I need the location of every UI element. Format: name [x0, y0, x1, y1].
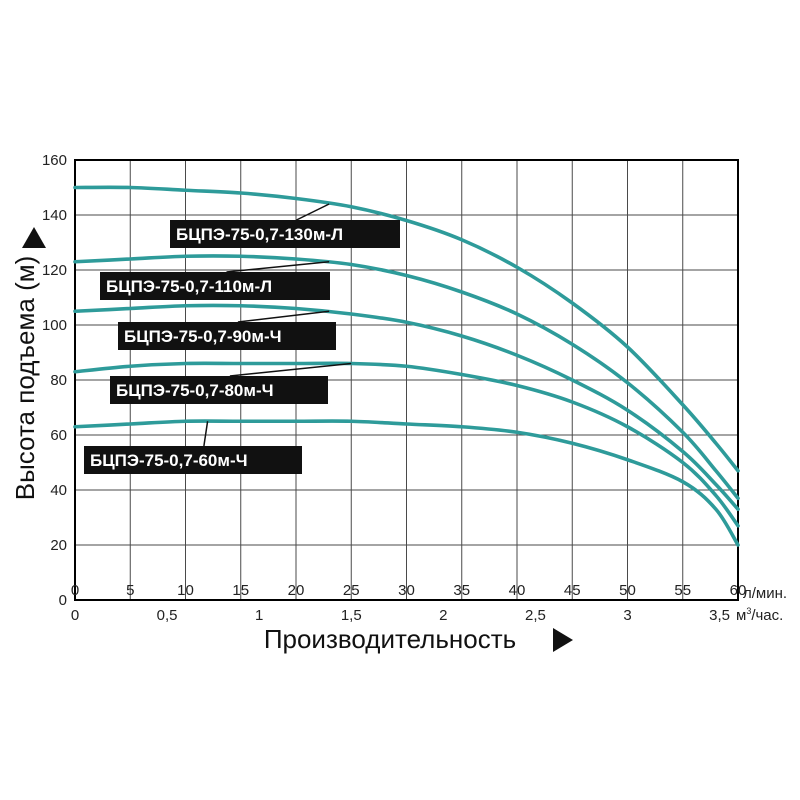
series-curve-1 [73, 185, 740, 473]
x-tick-label-lmin: 25 [343, 582, 360, 599]
y-tick-label: 0 [59, 592, 67, 609]
y-axis-title: Высота подъема (м) [10, 256, 40, 501]
plot-frame [74, 159, 739, 601]
series-label-text: БЦПЭ-75-0,7-110м-Л [106, 277, 272, 296]
x-tick-label-m3h: 1 [255, 607, 263, 624]
x-tick-label-lmin: 0 [71, 582, 79, 599]
x-tick-label-m3h: 0,5 [157, 607, 178, 624]
y-tick-label: 100 [42, 317, 67, 334]
series-label-box [118, 322, 336, 350]
x-tick-label-lmin: 5 [126, 582, 134, 599]
y-tick-label: 40 [50, 482, 67, 499]
curves [73, 185, 740, 547]
series-label-text: БЦПЭ-75-0,7-60м-Ч [90, 451, 248, 470]
x-tick-label-lmin: 35 [453, 582, 470, 599]
x-tick-label-m3h: 3 [623, 607, 631, 624]
x-tick-label-m3h: 1,5 [341, 607, 362, 624]
x-axis-arrow-icon [553, 628, 573, 652]
x-tick-label-m3h: 3,5 [709, 607, 730, 624]
x-tick-label-lmin: 10 [177, 582, 194, 599]
x-tick-label-m3h: 2,5 [525, 607, 546, 624]
x-tick-label-lmin: 45 [564, 582, 581, 599]
y-tick-label: 160 [42, 152, 67, 169]
series-label-text: БЦПЭ-75-0,7-130м-Л [176, 225, 343, 244]
series-label-leader [296, 203, 330, 221]
series-curve-5 [73, 419, 740, 547]
y-axis-arrow-icon [22, 227, 46, 248]
x-tick-label-m3h: 0 [71, 607, 79, 624]
y-tick-label: 120 [42, 262, 67, 279]
series-label-box [100, 272, 330, 300]
x-tick-label-lmin: 30 [398, 582, 415, 599]
series-curve-3 [73, 303, 740, 512]
series-labels: БЦПЭ-75-0,7-130м-Л БЦПЭ-75-0,7-110м-Л БЦПЭ… [84, 203, 400, 474]
x-tick-label-lmin: 60 [730, 582, 747, 599]
x-tick-label-lmin: 40 [509, 582, 526, 599]
y-tick-label: 20 [50, 537, 67, 554]
series-label-leader [226, 261, 330, 273]
x-axis-title: Производительность [264, 624, 516, 654]
series-label-box [84, 446, 302, 474]
y-tick-label: 60 [50, 427, 67, 444]
x-tick-label-lmin: 15 [232, 582, 249, 599]
series-label-box [110, 376, 328, 404]
x-tick-label-m3h: 2 [439, 607, 447, 624]
x-tick-label-lmin: 50 [619, 582, 636, 599]
x-tick-label-lmin: 20 [288, 582, 305, 599]
y-tick-label: 80 [50, 372, 67, 389]
series-curve-4 [73, 361, 740, 528]
series-label-leader [203, 421, 209, 447]
x-unit-bottom: м3/час. [736, 606, 783, 624]
series-label-text: БЦПЭ-75-0,7-90м-Ч [124, 327, 282, 346]
x-tick-label-lmin: 55 [674, 582, 691, 599]
series-label-leader [237, 310, 330, 323]
series-curve-2 [73, 254, 740, 501]
series-label-leader [229, 362, 352, 377]
x-unit-top: л/мин. [743, 585, 787, 602]
y-tick-label: 140 [42, 207, 67, 224]
series-label-text: БЦПЭ-75-0,7-80м-Ч [116, 381, 274, 400]
series-label-box [170, 220, 400, 248]
